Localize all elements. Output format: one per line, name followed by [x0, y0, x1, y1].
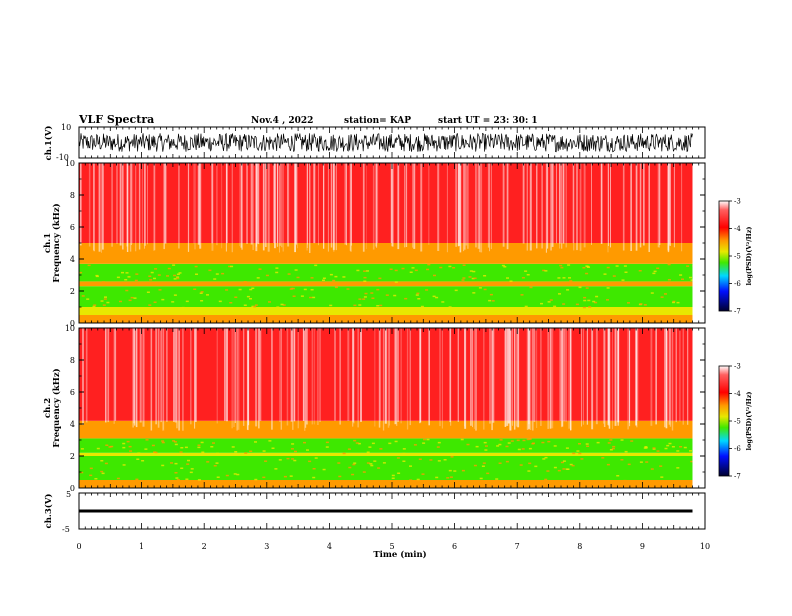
date-text: Nov.4 , 2022 — [251, 116, 313, 126]
ch1-spectrogram-band-3 — [79, 281, 693, 287]
ch1-spectrogram-band-0 — [79, 315, 693, 323]
ch1-colorbar-tick-label: -7 — [734, 308, 741, 316]
ch2-spectrogram-ytick-label: 4 — [70, 420, 75, 429]
ch2-spectrogram-band-1 — [79, 456, 693, 480]
ch2-frequency-ylabel: Frequency (kHz) — [51, 368, 62, 447]
ch2-spectrogram-ytick-label: 6 — [70, 388, 75, 397]
ch1-colorbar-tick-label: -6 — [734, 280, 741, 288]
ch2-colorbar-tick-label: -3 — [734, 363, 741, 371]
time-tick-label: 3 — [264, 542, 269, 551]
time-tick-label: 5 — [389, 542, 394, 551]
ch3-ytick-top: 5 — [66, 490, 71, 499]
ch2-colorbar-tick-label: -5 — [734, 418, 741, 426]
time-tick-label: 2 — [202, 542, 207, 551]
ch3-ytick-bottom: -5 — [62, 525, 70, 534]
time-axis-ticks — [78, 127, 706, 529]
ch2-spectrogram-image — [79, 328, 705, 488]
ch3-waveform-ylabel: ch.3(V) — [43, 494, 54, 529]
ch1-spectrogram-ytick-label: 0 — [70, 319, 75, 328]
ch1-spectrogram-ytick-label: 4 — [70, 255, 75, 264]
ch1-spectrogram-no-data — [692, 163, 705, 323]
ch2-spectrogram-band-3 — [79, 438, 693, 453]
time-axis-labels: 0 1 2 3 4 5 6 7 8 9 10 — [76, 542, 710, 551]
ch2-spectrogram-ytick-label: 10 — [65, 324, 75, 333]
ch1-colorbar: -3 -4 -5 -6 -7 log(PSD)(V²/Hz) — [718, 198, 753, 316]
ch1-waveform-line — [79, 132, 693, 153]
ch2-spectrogram-ytick-label: 8 — [70, 356, 75, 365]
ch1-spectrogram-texture — [79, 163, 696, 309]
start-time-text: start UT = 23: 30: 1 — [438, 116, 538, 126]
ch2-spectrogram-ytick-label: 0 — [70, 484, 75, 493]
ch1-spectrogram-image — [79, 163, 705, 323]
ch1-ytick-top: 10 — [61, 123, 71, 132]
time-tick-label: 1 — [139, 542, 144, 551]
ch1-colorbar-tick-label: -5 — [734, 253, 741, 261]
time-tick-label: 10 — [700, 542, 710, 551]
ch1-spectrogram-ytick-label: 10 — [65, 159, 75, 168]
ch1-waveform-trace — [79, 132, 693, 153]
ch2-spectrogram-no-data — [692, 328, 705, 488]
ch2-spectrogram-band-0 — [79, 480, 693, 488]
time-tick-label: 7 — [515, 542, 520, 551]
time-tick-label: 8 — [577, 542, 582, 551]
ch1-spectrogram-band-6 — [79, 163, 693, 243]
ch1-colorbar-tick-label: -3 — [734, 198, 741, 206]
ch1-spectrogram-ytick-label: 2 — [70, 287, 75, 296]
figure-title: VLF Spectra — [78, 113, 154, 126]
ch2-colorbar-gradient — [718, 365, 730, 477]
ch2-spectrogram-band-4 — [79, 420, 693, 439]
ch1-waveform-panel: 10 -10 ch.1(V) — [43, 123, 706, 162]
ch2-colorbar-tick-label: -7 — [734, 473, 741, 481]
ch2-spectrogram-panel: 0 2 4 6 8 10 ch.2 Frequency (kHz) — [43, 324, 706, 493]
ch1-spectrogram-band-5 — [79, 243, 693, 264]
ch1-spectrogram-band-2 — [79, 286, 693, 307]
ch3-waveform-panel: 5 -5 ch.3(V) — [43, 490, 706, 534]
ch1-waveform-ylabel: ch.1(V) — [43, 126, 54, 161]
ch1-ytick-bottom: -10 — [56, 153, 69, 162]
ch2-colorbar-tick-label: -4 — [734, 390, 741, 398]
ch1-colorbar-gradient — [718, 200, 730, 312]
ch2-colorbar: -3 -4 -5 -6 -7 log(PSD)(V²/Hz) — [718, 363, 753, 481]
ch1-spectrogram-panel: 0 2 4 6 8 10 ch.1 Frequency (kHz) — [43, 159, 706, 328]
time-tick-label: 0 — [76, 542, 81, 551]
ch1-spectrogram-ylabel: ch.1 — [43, 233, 53, 253]
ch1-colorbar-label: log(PSD)(V²/Hz) — [745, 227, 753, 286]
ch2-frequency-ticks: 0 2 4 6 8 10 — [65, 324, 705, 493]
ch2-colorbar-label: log(PSD)(V²/Hz) — [745, 392, 753, 451]
station-text: station= KAP — [344, 116, 411, 126]
ch2-spectrogram-texture — [80, 328, 694, 482]
ch2-spectrogram-ytick-label: 2 — [70, 452, 75, 461]
ch2-spectrogram-ylabel: ch.2 — [43, 398, 53, 418]
ch1-spectrogram-band-1 — [79, 307, 693, 315]
ch2-spectrogram-band-2 — [79, 452, 693, 456]
ch1-spectrogram-ytick-label: 8 — [70, 191, 75, 200]
time-axis-label: Time (min) — [373, 549, 426, 560]
time-tick-label: 9 — [640, 542, 645, 551]
time-tick-label: 6 — [452, 542, 457, 551]
ch2-colorbar-tick-label: -6 — [734, 445, 741, 453]
ch1-frequency-ticks: 0 2 4 6 8 10 — [65, 159, 705, 328]
ch1-spectrogram-ytick-label: 6 — [70, 223, 75, 232]
ch1-spectrogram-band-4 — [79, 263, 693, 282]
ch1-frequency-ylabel: Frequency (kHz) — [51, 203, 62, 282]
time-tick-label: 4 — [327, 542, 332, 551]
ch1-colorbar-tick-label: -4 — [734, 225, 741, 233]
